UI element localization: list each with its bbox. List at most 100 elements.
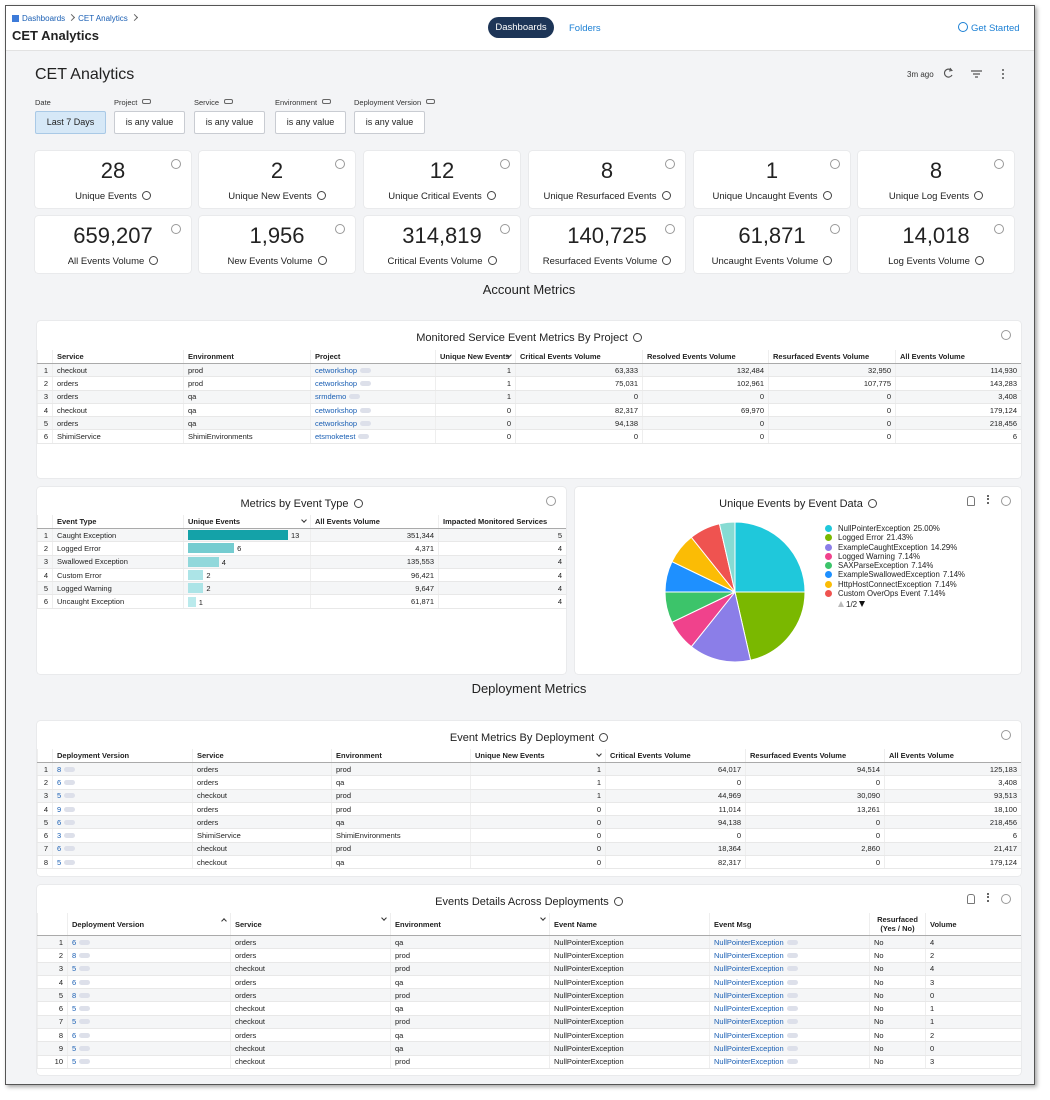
link[interactable]: 8 xyxy=(72,950,77,960)
link[interactable]: cetworkshop xyxy=(315,418,358,428)
link[interactable]: 5 xyxy=(57,857,62,867)
column-header-text: Deployment Version xyxy=(72,919,145,929)
filter-button[interactable]: Last 7 Days xyxy=(35,111,106,134)
link[interactable]: 5 xyxy=(72,1044,77,1054)
table-cell: 18,364 xyxy=(605,842,746,857)
link[interactable]: NullPointerException xyxy=(714,1044,784,1054)
link[interactable]: 6 xyxy=(72,977,77,987)
link[interactable]: etsmoketest xyxy=(315,432,356,442)
sort-icon xyxy=(381,915,387,921)
column-header-text: Event Type xyxy=(57,517,97,526)
column-header: Service xyxy=(192,749,332,763)
table-cell: No xyxy=(869,1028,926,1043)
legend-item[interactable]: HttpHostConnectException 7.14% xyxy=(825,580,957,589)
cell-text: 0 xyxy=(875,831,880,841)
legend-item[interactable]: SAXParseException 7.14% xyxy=(825,561,950,570)
legend-item[interactable]: ExampleSwallowedException 7.14% xyxy=(825,570,965,579)
column-header-text: Resurfaced Events Volume xyxy=(750,751,847,760)
link[interactable]: 6 xyxy=(72,937,77,947)
table-cell: NullPointerException xyxy=(709,948,870,963)
cell-text: 6 xyxy=(43,432,48,442)
link[interactable]: 5 xyxy=(72,1017,77,1027)
table-cell: No xyxy=(869,1041,926,1056)
link[interactable]: 5 xyxy=(57,791,62,801)
column-header-text: Project xyxy=(315,352,341,361)
pager-prev[interactable] xyxy=(838,601,844,608)
link[interactable]: 5 xyxy=(72,1004,77,1014)
legend-item[interactable]: Logged Error 21.43% xyxy=(825,533,950,542)
filter-button[interactable]: is any value xyxy=(354,111,425,134)
legend-name: Logged Warning xyxy=(838,551,895,561)
bar-label: 2 xyxy=(206,571,211,581)
legend-item[interactable]: ExampleCaughtException 14.29% xyxy=(825,543,957,552)
cell-text: No xyxy=(874,1030,884,1040)
table-cell: orders xyxy=(230,935,391,950)
tab-active[interactable]: Dashboards xyxy=(488,17,554,38)
breadcrumb-link[interactable]: CET Analytics xyxy=(78,14,128,23)
filter-button[interactable]: is any value xyxy=(275,111,346,134)
link[interactable]: NullPointerException xyxy=(714,950,784,960)
table-cell: 0 xyxy=(768,403,896,418)
link[interactable]: NullPointerException xyxy=(714,977,784,987)
link[interactable]: 6 xyxy=(57,777,62,787)
link[interactable]: 8 xyxy=(57,764,62,774)
table-cell: 6 xyxy=(884,828,1021,843)
cell-text: NullPointerException xyxy=(554,977,624,987)
column-header: Event Type xyxy=(52,515,184,529)
legend-item[interactable]: Custom OverOps Event 7.14% xyxy=(825,589,950,598)
legend-item[interactable]: NullPointerException 25.00% xyxy=(825,524,950,533)
link[interactable]: NullPointerException xyxy=(714,937,784,947)
alert-icon[interactable] xyxy=(967,894,975,904)
link[interactable]: 8 xyxy=(72,990,77,1000)
column-header: Environment xyxy=(331,749,471,763)
link[interactable]: 6 xyxy=(57,844,62,854)
link[interactable]: 6 xyxy=(72,1030,77,1040)
link[interactable]: NullPointerException xyxy=(714,990,784,1000)
table-row: 2 8 orders prod NullPointerException NullPoin… xyxy=(37,948,1021,963)
table-row: 4 checkout qa cetworkshop 0 82,317 69,970 0 179,… xyxy=(37,403,1021,418)
menu-icon[interactable] xyxy=(987,495,991,504)
link[interactable]: 3 xyxy=(57,831,62,841)
link[interactable]: cetworkshop xyxy=(315,405,358,415)
cell-text: orders xyxy=(197,804,219,814)
table-cell: 8 xyxy=(37,1028,68,1043)
updated: 3m ago xyxy=(907,70,934,79)
table-cell: ShimiEnvironments xyxy=(331,828,471,843)
link[interactable]: 6 xyxy=(57,817,62,827)
tab[interactable]: Folders xyxy=(569,23,601,34)
link[interactable]: cetworkshop xyxy=(315,365,358,375)
link[interactable]: NullPointerException xyxy=(714,1057,784,1067)
column-header: Environment xyxy=(390,913,550,936)
alert-icon[interactable] xyxy=(967,496,975,506)
link[interactable]: srmdemo xyxy=(315,392,347,402)
pager-next[interactable] xyxy=(859,601,866,608)
link[interactable]: 5 xyxy=(72,1057,77,1067)
link[interactable]: 9 xyxy=(57,804,62,814)
breadcrumb-link[interactable]: Dashboards xyxy=(22,14,66,23)
filter-button[interactable]: is any value xyxy=(194,111,265,134)
link[interactable]: NullPointerException xyxy=(714,1030,784,1040)
cell-text: 4 xyxy=(557,570,562,580)
help-text[interactable]: Get Started xyxy=(971,23,1020,34)
toolbar-icons[interactable] xyxy=(940,66,1012,82)
table-cell: orders xyxy=(52,416,184,431)
link-icon xyxy=(322,99,332,104)
column-header xyxy=(37,749,53,763)
help-link[interactable]: Get Started xyxy=(958,22,1020,34)
column-header-text: Service xyxy=(235,919,262,929)
filter-button[interactable]: is any value xyxy=(114,111,185,134)
cell-text: 44,969 xyxy=(718,791,741,801)
link[interactable]: NullPointerException xyxy=(714,964,784,974)
menu-icon[interactable] xyxy=(987,893,991,902)
column-header: All Events Volume xyxy=(310,515,439,529)
link[interactable]: NullPointerException xyxy=(714,1017,784,1027)
kpi-label: All Events Volume xyxy=(39,256,187,267)
legend-item[interactable]: Logged Warning 7.14% xyxy=(825,552,950,561)
table-cell: 1 xyxy=(435,390,516,404)
link[interactable]: NullPointerException xyxy=(714,1004,784,1014)
table-cell: 102,961 xyxy=(642,376,769,391)
cell-text: qa xyxy=(336,777,345,787)
table-cell: NullPointerException xyxy=(709,935,870,950)
link[interactable]: cetworkshop xyxy=(315,378,358,388)
link[interactable]: 5 xyxy=(72,964,77,974)
